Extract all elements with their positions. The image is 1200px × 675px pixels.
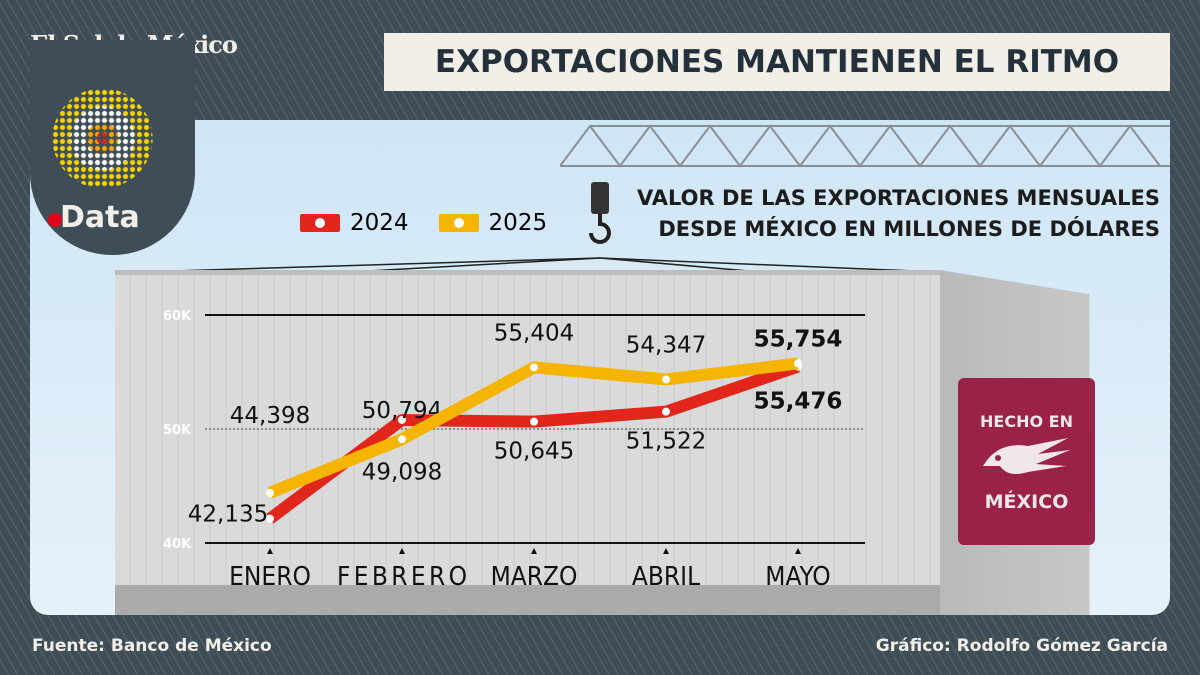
data-point-2025 xyxy=(662,375,670,384)
data-point-2024 xyxy=(662,407,670,416)
data-point-2025 xyxy=(266,488,274,497)
data-label-2025: 44,398 xyxy=(230,403,310,429)
x-tick-mark xyxy=(795,548,801,554)
legend-swatch-2024 xyxy=(300,214,340,232)
data-logo-text: Data xyxy=(60,200,140,235)
data-label-2025: 55,754 xyxy=(754,326,843,352)
x-tick-label: MAYO xyxy=(765,562,830,592)
x-tick-label: FEBRERO xyxy=(337,562,467,592)
data-point-2024 xyxy=(530,417,538,426)
legend-item-2024: 2024 xyxy=(300,210,409,236)
data-label-2024: 50,645 xyxy=(494,439,574,465)
legend-swatch-2025 xyxy=(438,214,479,232)
x-tick-label: ABRIL xyxy=(632,562,700,592)
series-line-2025 xyxy=(267,357,799,499)
hecho-en-mexico-stamp: HECHO EN MÉXICO xyxy=(958,378,1095,545)
page-title: EXPORTACIONES MANTIENEN EL RITMO xyxy=(434,44,1120,80)
stamp-line-2: MÉXICO xyxy=(984,491,1069,513)
legend-label-2024: 2024 xyxy=(350,210,409,236)
title-box: EXPORTACIONES MANTIENEN EL RITMO xyxy=(384,33,1170,91)
stamp-line-1: HECHO EN xyxy=(980,412,1073,431)
data-point-2024 xyxy=(398,415,406,424)
subtitle-line-1: VALOR DE LAS EXPORTACIONES MENSUALES xyxy=(636,186,1160,210)
y-tick-label: 40K xyxy=(163,537,192,552)
data-point-2025 xyxy=(794,359,802,368)
source-note: Fuente: Banco de México xyxy=(32,636,272,656)
x-tick-label: ENERO xyxy=(229,562,311,592)
subtitle-line-2: DESDE MÉXICO EN MILLONES DE DÓLARES xyxy=(658,217,1160,241)
data-label-2025: 49,098 xyxy=(362,459,442,485)
data-point-2024 xyxy=(266,514,274,523)
data-point-2025 xyxy=(398,435,406,444)
eagle-icon xyxy=(983,438,1070,474)
container-face xyxy=(115,275,940,615)
data-label-2025: 54,347 xyxy=(626,332,706,358)
crane-hook-icon xyxy=(589,182,611,244)
data-label-2025: 55,404 xyxy=(494,320,574,346)
data-point-2025 xyxy=(530,363,538,372)
y-tick-label: 50K xyxy=(163,423,192,438)
legend: 2024 2025 xyxy=(300,210,547,236)
credit-note: Gráfico: Rodolfo Gómez García xyxy=(875,636,1168,656)
x-tick-mark xyxy=(663,548,669,554)
data-dots-icon xyxy=(45,75,160,190)
x-tick-mark xyxy=(531,548,537,554)
data-label-2024: 55,476 xyxy=(754,389,843,415)
x-tick-label: MARZO xyxy=(491,562,578,592)
legend-item-2025: 2025 xyxy=(438,210,548,236)
x-tick-mark xyxy=(399,548,405,554)
data-label-2024: 51,522 xyxy=(626,429,706,455)
y-tick-label: 60K xyxy=(163,309,192,324)
chart-subtitle: VALOR DE LAS EXPORTACIONES MENSUALES DES… xyxy=(620,183,1160,245)
data-logo: Data xyxy=(48,200,140,235)
data-label-2024: 42,135 xyxy=(188,502,268,528)
x-tick-mark xyxy=(267,548,273,554)
legend-label-2025: 2025 xyxy=(488,210,548,236)
red-dot-icon xyxy=(48,213,62,227)
container-bottom xyxy=(115,585,940,615)
crane-truss-icon xyxy=(560,124,1170,168)
